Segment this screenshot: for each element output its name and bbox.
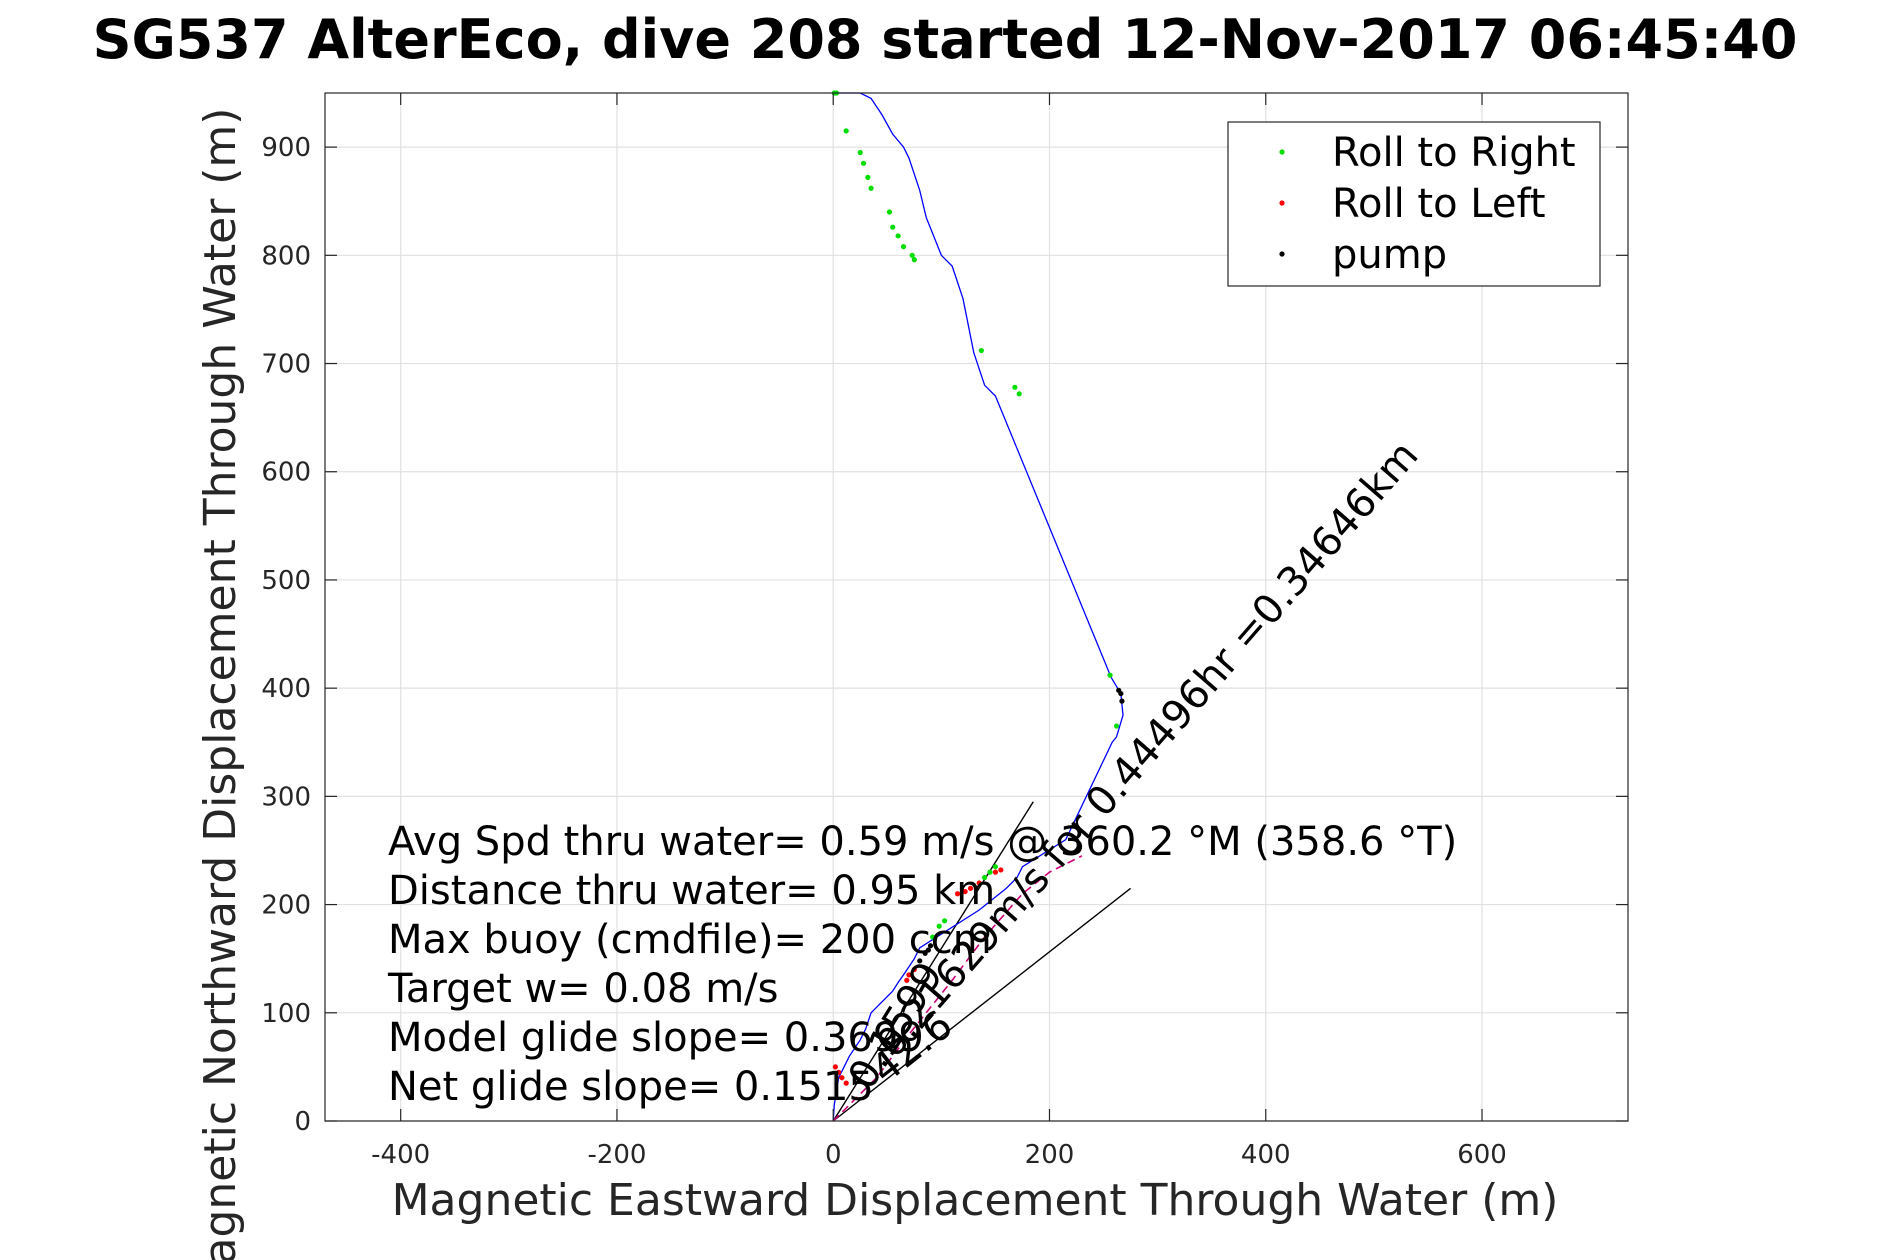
roll-left-point: [992, 869, 999, 875]
model-glide-annotation: Model glide slope= 0.3699: [388, 1015, 924, 1061]
pump-point: [927, 943, 934, 949]
x-axis-label: Magnetic Eastward Displacement Through W…: [392, 1175, 1559, 1226]
axis-ticks: -400 -200 0 200 400 600 0 100 200 300 400 500 600 700…: [261, 93, 1628, 1170]
roll-left-point: [911, 966, 917, 973]
roll-left-point: [976, 880, 982, 886]
net-glide-annotation: Net glide slope= 0.1515: [388, 1064, 874, 1110]
x-tick-label: 200: [1025, 1140, 1075, 1170]
roll-right-point: [1016, 391, 1022, 397]
roll-right-point: [930, 934, 936, 940]
x-tick-label: 400: [1241, 1140, 1291, 1170]
roll-right-point: [987, 869, 993, 875]
target-w-annotation: Target w= 0.08 m/s: [387, 966, 778, 1012]
y-tick-label: 800: [261, 241, 311, 271]
roll-right-point: [895, 233, 901, 239]
y-tick-label: 700: [261, 350, 311, 380]
dive-markers: [831, 90, 1125, 1086]
roll-left-point: [836, 1069, 842, 1075]
y-tick-label: 100: [261, 999, 311, 1029]
roll-left-point: [998, 867, 1004, 873]
roll-left-point: [906, 972, 912, 978]
roll-right-point: [982, 874, 988, 881]
x-tick-label: -400: [371, 1140, 430, 1170]
y-tick-label: 500: [261, 566, 311, 596]
roll-right-point: [942, 918, 948, 924]
y-tick-label: 600: [261, 458, 311, 488]
roll-right-point: [860, 160, 867, 166]
roll-right-point: [857, 149, 863, 156]
roll-right-point: [865, 174, 871, 181]
dac-overlay-lines: [832, 801, 1132, 1122]
y-axis-label: Magnetic Northward Displacement Through …: [195, 108, 246, 1260]
legend-label-pump: pump: [1332, 232, 1447, 278]
roll-right-point: [992, 864, 999, 870]
roll-right-point: [909, 252, 915, 258]
y-tick-label: 400: [261, 674, 311, 704]
roll-right-point: [890, 224, 896, 230]
pump-point: [917, 958, 923, 964]
pump-point: [925, 947, 931, 953]
dac-line-0: [832, 801, 1034, 1122]
legend-label-roll-right: Roll to Right: [1332, 130, 1576, 176]
pump-point: [922, 950, 928, 956]
roll-left-point: [954, 891, 961, 897]
roll-right-point: [843, 128, 849, 134]
pump-point: [1119, 698, 1125, 704]
legend-marker-roll-left: [1279, 200, 1285, 206]
roll-left-point: [843, 1080, 849, 1086]
y-tick-label: 900: [261, 133, 311, 163]
y-tick-label: 300: [261, 782, 311, 812]
max-buoy-annotation: Max buoy (cmdfile)= 200 ccm: [388, 917, 992, 963]
rotated-current-annotation: 0.21629m/s for 0.44496hr =0.34646km: [868, 433, 1428, 1067]
roll-right-point: [868, 185, 874, 191]
plot-frame: [324, 92, 1629, 1122]
chart-title: SG537 AlterEco, dive 208 started 12-Nov-…: [93, 8, 1798, 71]
avg-speed-annotation: Avg Spd thru water= 0.59 m/s @ 360.2 °M …: [388, 819, 1457, 865]
roll-right-point: [911, 257, 917, 263]
legend-box: [1227, 121, 1601, 287]
roll-right-point: [886, 209, 893, 215]
roll-left-point: [832, 1064, 838, 1070]
legend-label-roll-left: Roll to Left: [1332, 181, 1546, 227]
legend: Roll to Right Roll to Left pump: [1227, 121, 1601, 287]
dac-line-1: [832, 887, 1132, 1122]
roll-right-point: [936, 923, 942, 929]
legend-marker-pump: [1279, 251, 1285, 257]
roll-left-point: [962, 888, 968, 895]
surface-path-line: [832, 855, 1083, 1122]
pump-point: [1118, 690, 1124, 697]
roll-right-point: [978, 347, 984, 354]
roll-right-point: [1107, 672, 1113, 678]
distance-annotation: Distance thru water= 0.95 km: [388, 868, 995, 914]
x-tick-label: -200: [587, 1140, 646, 1170]
roll-left-point: [904, 977, 910, 983]
y-tick-label: 200: [261, 891, 311, 921]
y-tick-label: 0: [294, 1107, 311, 1137]
roll-right-point: [1113, 723, 1120, 729]
x-tick-label: 600: [1457, 1140, 1507, 1170]
legend-marker-roll-right: [1279, 149, 1285, 155]
roll-left-point: [967, 885, 974, 891]
annotations: Avg Spd thru water= 0.59 m/s @ 360.2 °M …: [387, 433, 1457, 1110]
roll-right-point: [900, 244, 907, 250]
x-tick-label: 0: [825, 1140, 842, 1170]
roll-right-point: [1012, 384, 1018, 390]
roll-left-point: [839, 1075, 845, 1081]
